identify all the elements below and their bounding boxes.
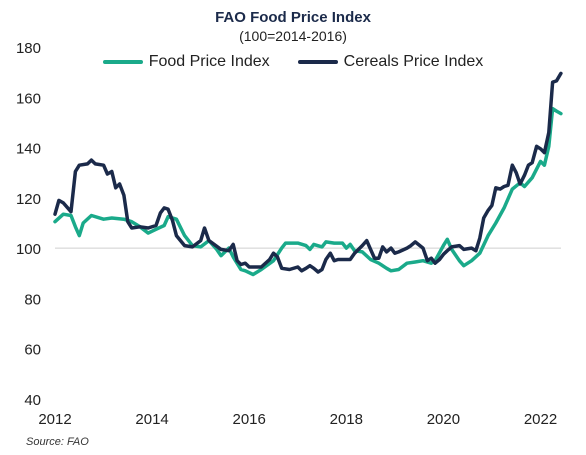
series-line-cereals-price-index [53,71,563,274]
series-line-food-price-index [53,106,563,277]
legend-item-food: Food Price Index [102,53,270,71]
y-tick-label: 120 [16,191,41,208]
y-tick-label: 140 [16,141,41,158]
chart-subtitle: (100=2014-2016) [239,28,347,44]
legend-label-cereals: Cereals Price Index [343,53,484,70]
source-note: Source: FAO [26,436,89,448]
legend: Food Price Index Cereals Price Index [0,53,586,71]
y-tick-label: 180 [16,40,41,57]
x-tick-label: 2022 [524,411,557,428]
y-axis: 40 60 80 100 120 140 160 180 [16,40,41,409]
x-tick-label: 2018 [330,411,363,428]
x-tick-label: 2020 [427,411,460,428]
y-tick-label: 80 [24,291,41,308]
legend-swatch-cereals [297,60,338,64]
x-axis: 2012 2014 2016 2018 2020 2022 [38,411,557,428]
legend-label-food: Food Price Index [148,53,270,70]
y-tick-label: 100 [16,241,41,258]
x-tick-label: 2012 [38,411,71,428]
y-tick-label: 60 [24,342,41,359]
series-layer [53,71,563,277]
x-tick-label: 2014 [135,411,168,428]
legend-item-cereals: Cereals Price Index [297,53,484,71]
chart-title: FAO Food Price Index [215,9,371,26]
legend-swatch-food [102,60,143,64]
x-tick-label: 2016 [233,411,266,428]
y-tick-label: 40 [24,392,41,409]
y-tick-label: 160 [16,90,41,107]
